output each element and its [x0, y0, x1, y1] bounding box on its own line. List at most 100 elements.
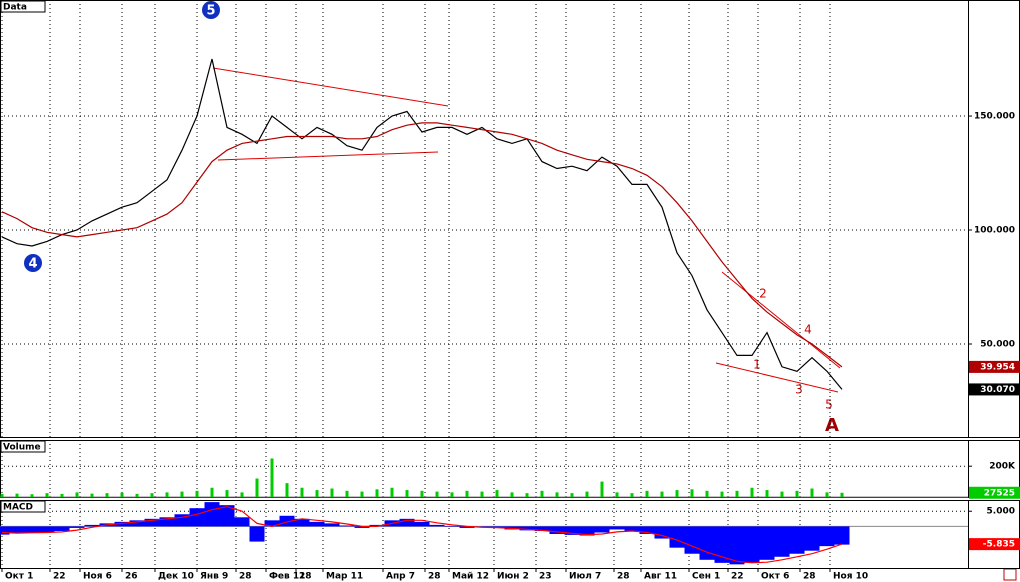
bar: [315, 490, 319, 497]
bar: [264, 520, 280, 527]
bar: [414, 521, 430, 527]
wave-label: 1: [753, 358, 761, 372]
value-box: [969, 360, 1020, 373]
x-tick-label: Авг 11: [644, 572, 677, 582]
bar: [444, 526, 460, 527]
bar: [225, 490, 229, 497]
bar: [660, 491, 664, 497]
x-tick-label: Май 12: [452, 572, 489, 582]
value-box-label: -5.835: [983, 540, 1015, 550]
bar: [255, 478, 259, 497]
bar: [90, 493, 94, 497]
x-tick-label: Дек 10: [158, 572, 194, 582]
bar: [564, 526, 580, 535]
bar: [690, 489, 694, 497]
bar: [744, 526, 760, 563]
bar: [669, 526, 685, 548]
bar: [0, 493, 4, 497]
bar: [339, 525, 355, 527]
x-tick-label: 28: [299, 572, 312, 582]
value-box-label: 27525: [984, 488, 1015, 498]
x-tick-label: Июн 2: [497, 572, 529, 582]
x-tick-label: 23: [539, 572, 552, 582]
bar: [324, 523, 340, 527]
bar: [729, 526, 745, 565]
x-tick-label: 28: [428, 572, 441, 582]
bar: [534, 526, 550, 531]
bar: [495, 490, 499, 497]
bar: [465, 490, 469, 497]
bar: [699, 526, 715, 560]
trend-line: [212, 67, 449, 107]
bar: [834, 526, 850, 545]
bar: [84, 524, 100, 527]
scroll-button[interactable]: [1003, 568, 1017, 581]
x-tick-label: 28: [239, 572, 252, 582]
wave-label: 5: [206, 4, 215, 19]
x-tick-label: 22: [53, 572, 66, 582]
bar: [450, 492, 454, 497]
bar: [639, 526, 655, 534]
bar: [330, 488, 334, 497]
panel-title-bg: [0, 0, 46, 13]
bar: [789, 526, 805, 554]
bar: [720, 491, 724, 497]
bar: [354, 526, 370, 528]
bar: [69, 526, 85, 528]
bar: [30, 494, 34, 497]
bar: [600, 481, 604, 497]
bar: [810, 488, 814, 497]
bar: [270, 458, 274, 497]
series-line: [1, 506, 843, 564]
bar: [375, 489, 379, 497]
bar: [180, 491, 184, 497]
series-line: [1, 58, 843, 390]
bar: [210, 487, 214, 497]
x-tick-label: Апр 7: [386, 572, 415, 582]
bar: [579, 526, 595, 536]
bar: [54, 526, 70, 531]
bar: [759, 526, 775, 560]
x-tick-label: Окт 1: [5, 572, 33, 582]
bar: [120, 492, 124, 497]
panel-title-bg: [0, 500, 46, 513]
bar: [735, 490, 739, 497]
x-tick-label: 28: [617, 572, 630, 582]
bar: [780, 491, 784, 497]
y-tick-label: 100.000: [974, 226, 1015, 236]
wave-label: 2: [759, 287, 767, 301]
value-box: [969, 486, 1020, 499]
y-tick-label: 150.000: [974, 112, 1015, 122]
bar: [390, 487, 394, 497]
bar: [159, 517, 175, 527]
bar: [39, 526, 55, 533]
bar: [165, 492, 169, 497]
bar: [60, 493, 64, 497]
x-tick-label: Окт 6: [761, 572, 789, 582]
bar: [75, 492, 79, 497]
bar: [114, 521, 130, 527]
x-tick-label: Сен 1: [692, 572, 720, 582]
bar: [405, 490, 409, 497]
panel-title: MACD: [3, 503, 33, 513]
bar: [399, 518, 415, 527]
value-box-label: 30.070: [980, 385, 1015, 395]
wave-label: 5: [825, 398, 833, 412]
bar: [420, 490, 424, 497]
bar: [795, 490, 799, 497]
bar: [150, 493, 154, 497]
bar: [765, 490, 769, 497]
bar: [594, 526, 610, 533]
value-box: [969, 538, 1020, 551]
bar: [819, 526, 835, 547]
bar: [750, 487, 754, 497]
bar: [555, 492, 559, 497]
wave-label: 4: [28, 257, 37, 272]
bar: [204, 502, 220, 527]
wave-label: A: [825, 415, 839, 436]
bar: [129, 520, 145, 527]
bar: [105, 493, 109, 497]
panel-title: Volume: [3, 443, 41, 453]
bar: [840, 492, 844, 497]
